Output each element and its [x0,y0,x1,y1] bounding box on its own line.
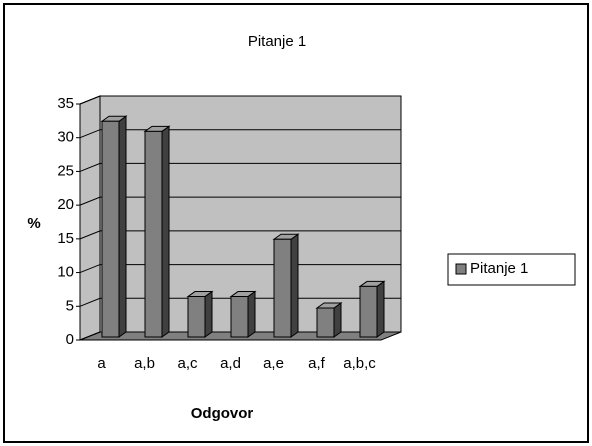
bar [358,280,386,338]
bar [229,290,257,338]
x-tick-label: a [97,355,106,372]
bar-front [144,130,163,338]
x-tick-label: a,c [177,355,198,372]
bar-side [333,302,342,338]
y-tick-label: 5 [66,297,74,314]
y-tick-label: 10 [57,264,74,281]
bar-front [359,285,378,338]
grid-line [79,95,401,105]
grid-line [79,196,401,206]
y-tick-label: 25 [57,162,74,179]
legend: Pitanje 1 [447,253,576,286]
bar-side [204,290,213,338]
grid-line [79,264,401,274]
side-wall [79,95,101,341]
grid-line [79,162,401,172]
bar [186,290,214,338]
bar-side [161,125,170,338]
y-tick-label: 15 [57,230,74,247]
chart-title: Pitanje 1 [248,33,306,50]
x-tick-label: a,e [263,355,284,372]
bar-front [230,296,249,338]
x-axis-label: Odgovor [191,405,254,422]
grid-line [79,230,401,240]
bar [100,115,128,338]
x-tick-label: a,f [308,355,326,372]
bar [143,125,171,338]
y-axis-label: % [27,215,40,232]
bar-side [376,280,385,338]
y-tick-label: 30 [57,129,74,146]
x-tick-label: a,d [220,355,241,372]
bar-side [290,233,299,338]
bar-front [101,120,120,338]
bar-front [316,307,335,338]
bar-front [273,238,292,338]
x-tick-label: a,b,c [343,355,376,372]
y-tick-label: 35 [57,95,74,112]
grid-line [79,129,401,139]
x-tick-label: a,b [134,355,155,372]
legend-swatch [455,263,467,275]
legend-box [447,253,576,286]
bar-front [187,296,206,338]
bar [315,302,343,338]
bar-side [118,115,127,338]
bar-side [247,290,256,338]
grid-line [79,297,401,307]
bar [272,233,300,338]
y-tick-label: 0 [66,331,74,348]
legend-label: Pitanje 1 [470,260,528,277]
y-tick-label: 20 [57,196,74,213]
grid-line [79,331,401,341]
